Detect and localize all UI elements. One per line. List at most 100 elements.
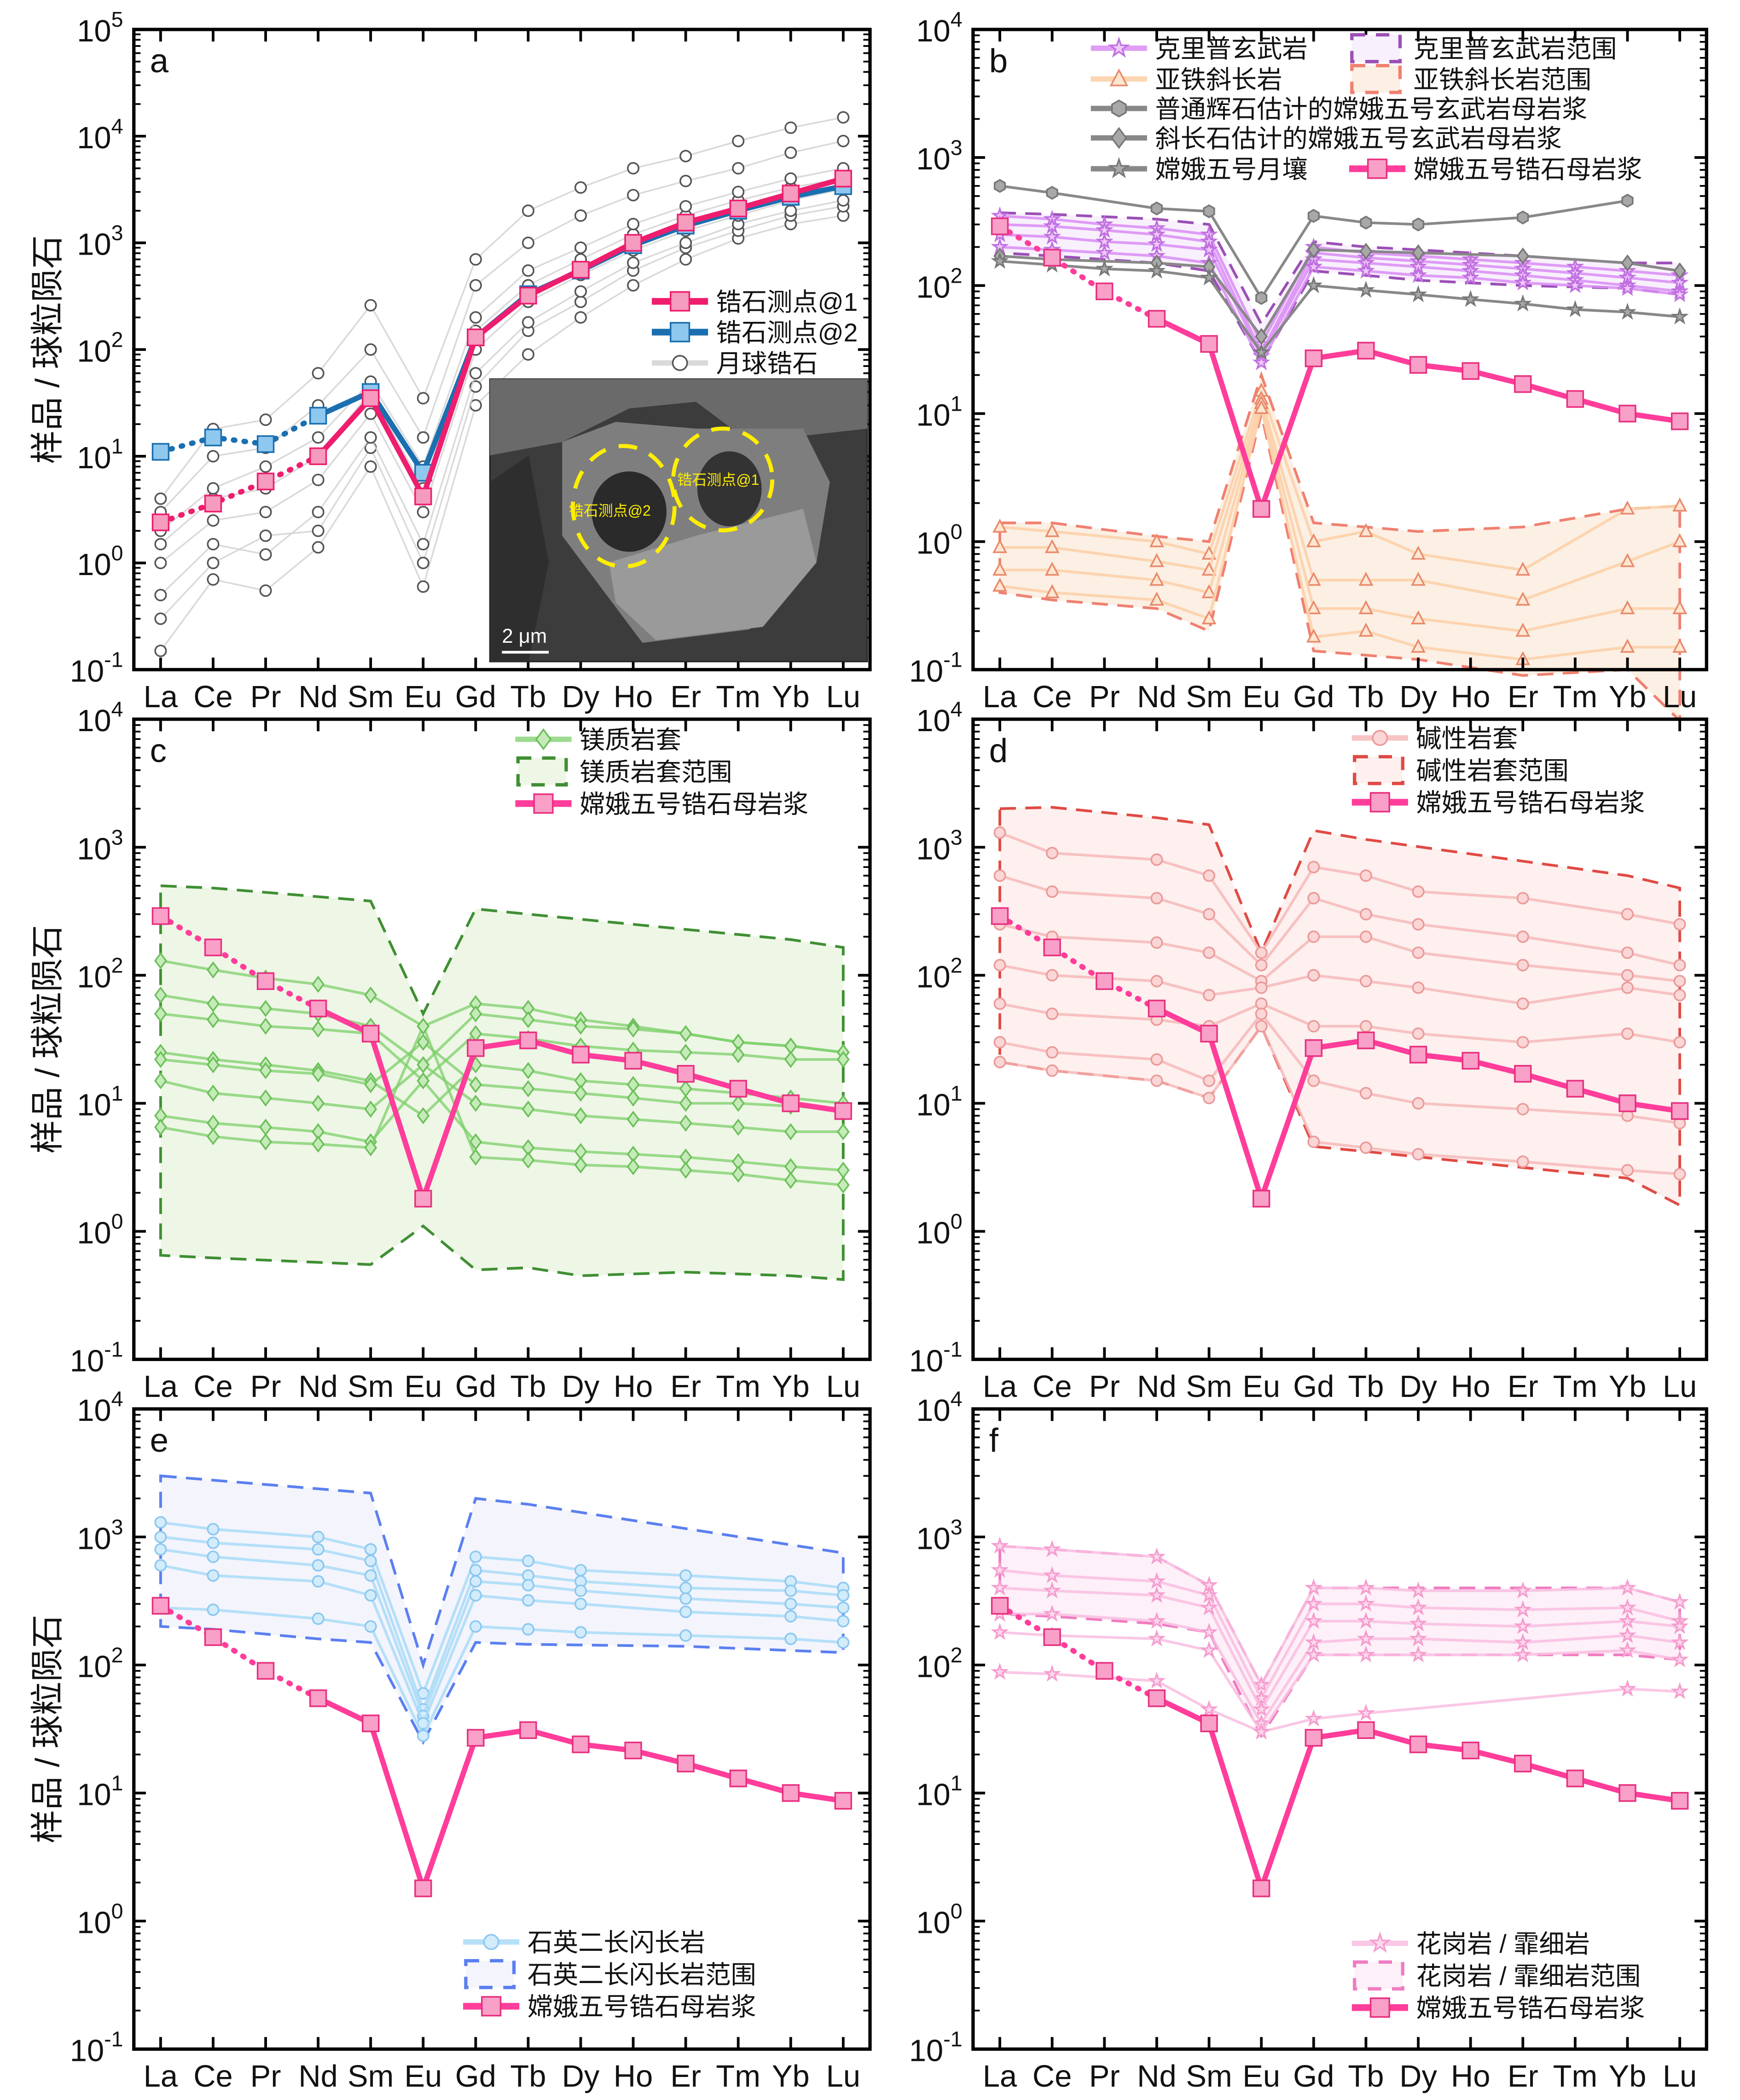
data-point-triangle xyxy=(1411,639,1426,653)
data-point-triangle xyxy=(1306,533,1321,547)
legend-item: 亚铁斜长岩范围 xyxy=(1350,64,1592,94)
data-point-square xyxy=(1305,1039,1322,1057)
y-axis-title: 样品 / 球粒陨石 xyxy=(29,235,66,464)
data-point-circle xyxy=(469,1550,482,1563)
legend-marker-star xyxy=(1369,1931,1392,1953)
data-point-hex xyxy=(1203,204,1215,219)
data-point-circle xyxy=(784,121,797,134)
data-point-circle xyxy=(574,311,587,324)
data-point-diamond xyxy=(836,1051,850,1068)
data-point-circle xyxy=(1307,892,1320,905)
data-point-circle xyxy=(679,1592,692,1605)
series-line xyxy=(160,1078,844,1172)
data-point-diamond xyxy=(731,1118,745,1136)
data-point-triangle xyxy=(1306,571,1321,586)
data-point-circle xyxy=(1203,946,1216,959)
data-point-circle xyxy=(312,1575,325,1588)
data-point-circle xyxy=(837,1601,850,1614)
data-point-square xyxy=(1618,405,1636,423)
data-point-circle xyxy=(574,1626,587,1639)
data-point-star xyxy=(1357,1704,1375,1721)
data-point-square xyxy=(1514,375,1532,393)
data-point-diamond xyxy=(784,1172,797,1189)
data-point-circle xyxy=(679,1582,692,1594)
data-point-circle xyxy=(1255,1007,1268,1020)
data-point-square xyxy=(1462,362,1479,380)
data-point-circle xyxy=(1621,946,1634,959)
data-point-circle xyxy=(1621,907,1634,921)
data-point-diamond xyxy=(574,1107,587,1124)
data-point-square xyxy=(991,217,1009,235)
data-point-circle xyxy=(1255,997,1268,1010)
data-point-square xyxy=(1618,1784,1636,1802)
data-point-diamond xyxy=(836,1176,850,1194)
data-point-star xyxy=(1618,302,1637,320)
x-tick-label: Sm xyxy=(1186,680,1232,714)
data-point-circle xyxy=(679,236,692,249)
data-point-diamond xyxy=(364,986,377,1004)
panel-label: b xyxy=(989,42,1008,80)
x-tick-label: Tm xyxy=(1553,1369,1598,1404)
y-tick-label: 104 xyxy=(77,697,123,738)
y-tick-label: 105 xyxy=(77,7,123,48)
x-tick-label: Eu xyxy=(404,1369,442,1404)
data-point-hex xyxy=(1360,215,1372,230)
data-point-circle xyxy=(784,1632,797,1645)
data-point-star xyxy=(1514,1617,1532,1635)
data-point-circle xyxy=(1150,892,1163,905)
data-point-square xyxy=(729,1080,747,1098)
data-point-circle xyxy=(417,580,429,593)
x-tick-label: Eu xyxy=(1242,2059,1280,2094)
data-point-triangle xyxy=(1044,584,1060,599)
data-point-circle xyxy=(1203,1074,1216,1087)
data-point-diamond xyxy=(731,1165,745,1183)
series-line-dotted xyxy=(997,223,1160,322)
data-point-square xyxy=(1200,335,1218,353)
x-tick-label: Lu xyxy=(826,2059,860,2094)
data-point-circle xyxy=(522,348,534,361)
data-point-circle xyxy=(1359,1141,1372,1154)
data-point-diamond xyxy=(1359,243,1373,260)
data-point-diamond xyxy=(154,1072,167,1089)
legend-label: 嫦娥五号锆石母岩浆 xyxy=(1416,789,1645,817)
y-tick-label: 101 xyxy=(77,1771,123,1812)
data-point-square xyxy=(256,472,275,490)
data-point-hex xyxy=(1046,186,1058,200)
data-point-star xyxy=(1357,1594,1375,1612)
data-point-diamond xyxy=(154,1051,167,1068)
legend-marker-star xyxy=(1108,157,1131,179)
data-point-star xyxy=(1618,1611,1637,1629)
data-point-star xyxy=(1514,1633,1532,1650)
data-point-circle xyxy=(522,1554,534,1567)
data-point-star xyxy=(1566,276,1584,293)
data-point-circle xyxy=(364,1620,377,1633)
legend-label: 亚铁斜长岩范围 xyxy=(1414,65,1592,94)
legend-item: 锆石测点@1 xyxy=(652,288,858,316)
data-point-diamond xyxy=(259,1133,273,1151)
legend-label: 亚铁斜长岩 xyxy=(1155,65,1282,94)
data-point-triangle xyxy=(992,518,1008,533)
data-point-square xyxy=(1252,1879,1270,1897)
y-axis-title: 样品 / 球粒陨石 xyxy=(29,925,66,1154)
y-tick-label: 10-1 xyxy=(70,648,123,689)
data-point-triangle xyxy=(1201,584,1217,599)
legend-range-swatch xyxy=(1352,1960,1404,1991)
x-tick-label: Er xyxy=(1508,2059,1538,2094)
data-point-diamond xyxy=(469,1076,482,1094)
data-point-circle xyxy=(1359,869,1372,882)
legend-item: 镁质岩套 xyxy=(515,726,681,754)
data-point-circle xyxy=(1516,1103,1529,1116)
data-point-square xyxy=(782,185,800,203)
data-point-circle xyxy=(1516,892,1529,905)
y-tick-label: 104 xyxy=(916,7,962,48)
data-point-diamond xyxy=(207,961,220,979)
range-envelope-1 xyxy=(998,371,1682,724)
data-point-circle xyxy=(1307,1135,1320,1148)
legend-item: 嫦娥五号月壤 xyxy=(1090,155,1308,184)
y-tick-label: 103 xyxy=(916,825,962,866)
data-point-diamond xyxy=(469,1148,482,1166)
x-tick-label: La xyxy=(144,680,178,714)
data-point-triangle xyxy=(1411,610,1426,624)
